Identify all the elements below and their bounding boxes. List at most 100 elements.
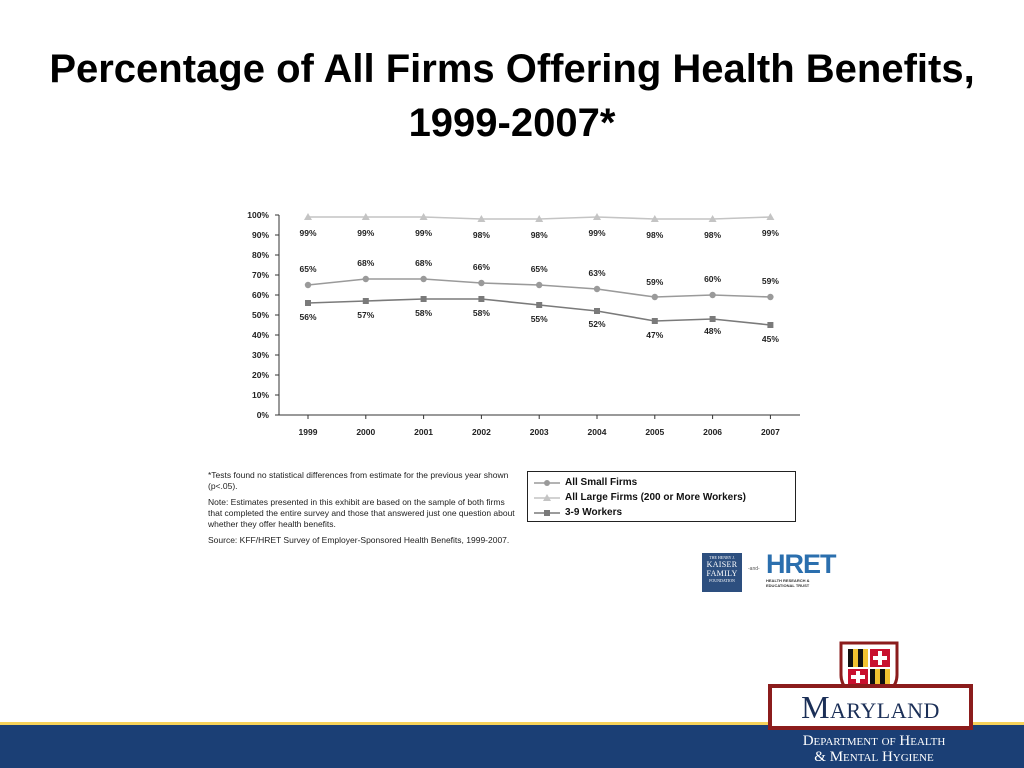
kaiser-family-foundation-logo: THE HENRY J. KAISER FAMILY FOUNDATION (702, 553, 742, 592)
hret-logo-mark: HRET (766, 549, 837, 579)
x-tick-label: 2006 (703, 427, 722, 437)
department-line-2: & Mental Hygiene (814, 749, 934, 765)
legend-swatch-circle-icon (534, 479, 560, 486)
data-label: 48% (704, 326, 721, 336)
data-point-circle (304, 281, 312, 289)
legend-item-large-firms: All Large Firms (200 or More Workers) (534, 490, 789, 505)
kff-logo-line1: KAISER (706, 560, 738, 569)
x-tick-label: 2003 (530, 427, 549, 437)
data-label: 56% (299, 312, 316, 322)
legend-item-small-firms: All Small Firms (534, 475, 789, 490)
data-point-circle (420, 275, 427, 283)
x-tick-label: 2001 (414, 427, 433, 437)
x-tick-label: 2007 (761, 427, 780, 437)
data-point-square (709, 316, 716, 322)
hret-logo-sub1: HEALTH RESEARCH & (766, 578, 810, 583)
y-tick-label: 40% (252, 330, 269, 340)
data-point-circle (362, 275, 369, 283)
y-tick-label: 90% (252, 230, 269, 240)
x-tick-label: 1999 (299, 427, 318, 437)
department-name: Department of Health & Mental Hygiene (764, 733, 984, 765)
data-point-triangle (477, 215, 486, 222)
data-label: 99% (415, 228, 432, 238)
data-point-triangle (419, 213, 428, 220)
data-point-triangle (766, 213, 775, 220)
data-label: 99% (299, 228, 316, 238)
data-label: 65% (299, 264, 316, 274)
data-label: 63% (588, 268, 605, 278)
slide-title: Percentage of All Firms Offering Health … (49, 47, 975, 145)
data-point-triangle (708, 215, 717, 222)
data-point-square (420, 296, 427, 302)
chart-series (304, 213, 775, 328)
data-point-circle (767, 293, 774, 301)
y-tick-label: 60% (252, 290, 269, 300)
x-tick-label: 2002 (472, 427, 491, 437)
data-point-circle (709, 291, 716, 299)
legend-label-small-firms: All Small Firms (565, 477, 638, 488)
data-point-square (536, 302, 543, 308)
data-label: 55% (531, 314, 548, 324)
logo-and-text: -and- (748, 566, 760, 572)
hret-logo-sub2: EDUCATIONAL TRUST (766, 583, 810, 588)
y-tick-label: 20% (252, 370, 269, 380)
data-label: 58% (415, 308, 432, 318)
legend-item-3-9-workers: 3-9 Workers (534, 505, 789, 520)
significance-note: *Tests found no statistical differences … (208, 470, 509, 491)
chart-data-labels: 65% 68% 68% 66% 65% 63% 59% 60% 59% 99% 99% 99% 98% 9… (299, 228, 779, 344)
data-label: 99% (762, 228, 779, 238)
footer-bar (0, 725, 1024, 768)
x-tick-label: 2005 (645, 427, 664, 437)
hret-logo: HRET HEALTH RESEARCH & EDUCATIONAL TRUST (766, 550, 840, 588)
data-point-triangle (304, 213, 312, 220)
data-point-square (362, 298, 369, 304)
data-point-triangle (361, 213, 370, 220)
y-tick-label: 50% (252, 310, 269, 320)
maryland-wordmark: Maryland (768, 684, 973, 730)
data-label: 98% (473, 230, 490, 240)
kff-logo-prefix: THE HENRY J. (709, 555, 735, 560)
data-label: 59% (646, 277, 663, 287)
legend-label-large-firms: All Large Firms (200 or More Workers) (565, 492, 746, 503)
maryland-wordmark-text: Maryland (801, 689, 940, 725)
data-label: 68% (357, 258, 374, 268)
y-tick-label: 10% (252, 390, 269, 400)
data-point-circle (593, 285, 601, 293)
data-point-square (478, 296, 485, 302)
data-point-triangle (650, 215, 659, 222)
footer-accent-line (0, 722, 1024, 725)
y-tick-label: 30% (252, 350, 269, 360)
data-point-circle (478, 279, 485, 287)
data-point-triangle (535, 215, 544, 222)
data-label: 57% (357, 310, 374, 320)
data-point-square (594, 308, 600, 314)
department-line-1: Department of Health (802, 733, 946, 749)
kff-logo-line3: FOUNDATION (709, 578, 735, 583)
y-tick-label: 70% (252, 270, 269, 280)
legend-swatch-triangle-icon (534, 493, 560, 501)
kff-logo-line2: FAMILY (706, 569, 738, 578)
source-note: Source: KFF/HRET Survey of Employer-Spon… (208, 535, 510, 545)
y-tick-label: 80% (252, 250, 269, 260)
x-tick-label: 2004 (588, 427, 607, 437)
data-label: 98% (704, 230, 721, 240)
data-label: 47% (646, 330, 663, 340)
data-label: 58% (473, 308, 490, 318)
x-tick-label: 2000 (356, 427, 375, 437)
data-label: 65% (531, 264, 548, 274)
legend-label-3-9-workers: 3-9 Workers (565, 507, 623, 518)
legend-swatch-square-icon (534, 509, 560, 516)
data-label: 99% (588, 228, 605, 238)
sample-note: Note: Estimates presented in this exhibi… (208, 497, 515, 529)
data-label: 52% (588, 319, 605, 329)
data-label: 98% (531, 230, 548, 240)
data-point-circle (536, 281, 543, 289)
data-label: 66% (473, 262, 490, 272)
y-tick-label: 100% (247, 210, 269, 220)
data-point-circle (651, 293, 658, 301)
data-label: 59% (762, 276, 779, 286)
chart-axes: 0% 10% 20% 30% 40% 50% 60% 70% 80% 90% 100% 1999 200… (247, 210, 800, 437)
data-label: 68% (415, 258, 432, 268)
data-label: 99% (357, 228, 374, 238)
